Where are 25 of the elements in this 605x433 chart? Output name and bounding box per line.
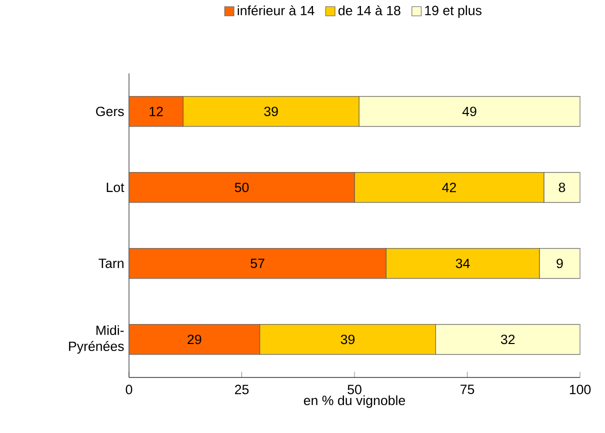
data-label: 29 bbox=[188, 334, 202, 344]
y-tick-label: Gers bbox=[96, 106, 124, 116]
legend-label: inférieur à 14 bbox=[238, 5, 314, 16]
x-tick-label: 100 bbox=[570, 384, 591, 394]
x-axis-title: en % du vignoble bbox=[304, 395, 406, 408]
data-label: 57 bbox=[250, 258, 264, 268]
y-tick-label: Tarn bbox=[98, 258, 124, 268]
data-label: 42 bbox=[442, 182, 456, 192]
legend-label: 19 et plus bbox=[425, 5, 482, 18]
legend-label: de 14 à 18 bbox=[338, 5, 400, 16]
x-tick-label: 75 bbox=[460, 384, 474, 394]
x-tick-label: 0 bbox=[126, 384, 132, 394]
y-tick-label: Midi-Pyrénées bbox=[69, 325, 124, 354]
data-label: 32 bbox=[500, 334, 515, 344]
data-label: 50 bbox=[234, 182, 249, 192]
x-tick-label: 25 bbox=[235, 384, 249, 394]
data-label: 39 bbox=[340, 334, 355, 344]
data-label: 9 bbox=[556, 258, 563, 268]
data-label: 34 bbox=[456, 258, 470, 268]
data-label: 39 bbox=[264, 106, 278, 116]
y-tick-label: Lot bbox=[106, 182, 124, 192]
data-label: 49 bbox=[462, 106, 476, 116]
data-label: 12 bbox=[150, 106, 163, 116]
x-tick-label: 50 bbox=[348, 384, 362, 394]
data-label: 8 bbox=[558, 182, 566, 192]
